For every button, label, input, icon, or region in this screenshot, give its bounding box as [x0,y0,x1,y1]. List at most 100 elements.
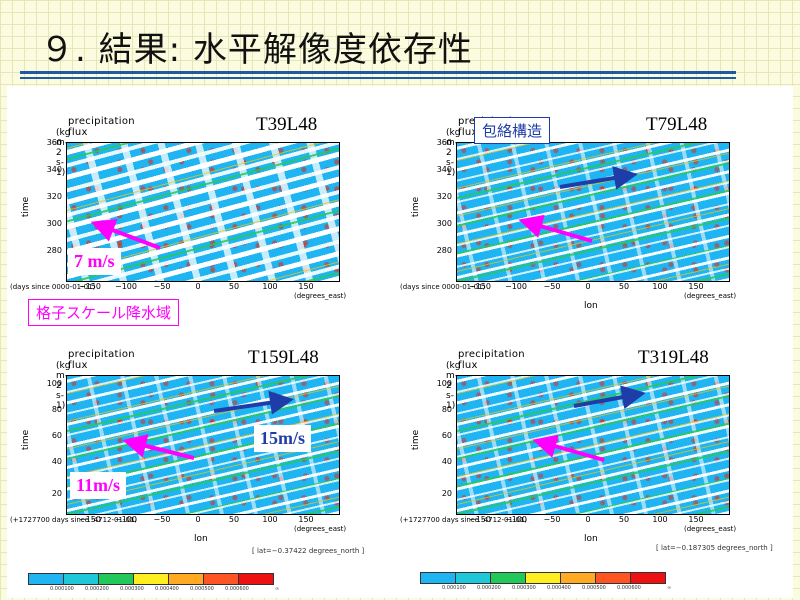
eastward-arrow [573,385,646,409]
x-tick: −50 [543,515,561,524]
colorbar-tick: 0.000600 [617,585,641,591]
time-origin-label: (+1727700 days since -4712-01-01) [10,516,138,524]
x-axis-label: lon [194,534,208,544]
y-tick: 40 [51,457,62,466]
x-tick: −150 [79,282,101,291]
y-tick: 340 [436,165,452,174]
envelope-structure-label: 包絡構造 [474,117,551,144]
colorbar-end-label: ∞ [667,585,672,591]
y-tick: 80 [51,405,62,414]
colorbar-tick: 0.000100 [50,586,74,592]
y-tick: 300 [46,219,62,228]
colorbar-right: 0.000100 0.000200 0.000300 0.000400 0.00… [420,572,671,591]
y-tick: 60 [51,431,62,440]
y-tick: 20 [441,489,452,498]
y-tick: 80 [441,405,452,414]
x-tick: 150 [298,515,314,524]
colorbar-segment: 0.000600 ∞ [225,573,279,592]
y-tick: 100 [436,379,452,388]
colorbar-tick: 0.000200 [85,586,109,592]
x-tick: −150 [469,282,491,291]
panel-title: precipitation flux [68,116,135,138]
time-origin-label: (days since 0000-01-01) [400,283,486,291]
colorbar-tick: 0.000500 [582,585,606,591]
x-tick: 100 [262,515,278,524]
propagation-arrows [532,385,646,462]
time-origin-label: (+1727700 days since -4712-01-01) [400,516,528,524]
y-tick: 60 [441,431,452,440]
colorbar-segment: 0.000100 [442,572,491,591]
x-tick: −150 [469,515,491,524]
x-tick: 100 [262,282,278,291]
x-axis-unit: (degrees_east) [684,525,737,533]
speed-label-11ms: 11m/s [70,472,127,499]
colorbar-segment: 0.000400 [155,573,204,592]
x-axis-unit: (degrees_east) [684,292,737,300]
x-tick: −100 [115,515,137,524]
grid-scale-precip-label: 格子スケール降水域 [28,299,180,326]
colorbar-segment [420,572,456,584]
precipitation-field [456,375,730,515]
y-tick: 360 [436,138,452,147]
x-tick: −50 [153,282,171,291]
y-tick: 320 [46,192,62,201]
x-tick: −50 [543,282,561,291]
colorbar-segment: 0.000300 [512,572,561,591]
x-tick: 100 [652,282,668,291]
colorbar-segment [28,573,64,585]
y-tick: 360 [46,138,62,147]
x-tick: 50 [618,515,630,524]
x-tick: 100 [652,515,668,524]
westward-arrow [532,434,605,462]
x-axis-label: lon [584,301,598,311]
x-axis-unit: (degrees_east) [294,525,347,533]
colorbar-segment: 0.000400 [547,572,596,591]
eastward-arrow [213,390,294,415]
x-tick: 0 [585,515,591,524]
y-tick: 340 [46,165,62,174]
westward-arrow [90,219,161,250]
resolution-label: T319L48 [638,347,709,368]
x-tick: 50 [618,282,630,291]
slide-title: ９. 結果: 水平解像度依存性 [40,30,473,70]
colorbar-end-label: ∞ [275,586,280,592]
panel-units: (kg m-2 s-1) [446,361,461,411]
x-tick: 150 [688,515,704,524]
speed-label-7ms: 7 m/s [68,248,121,275]
latitude-caption-left: [ lat=−0.37422 degrees_north ] [252,547,365,555]
propagation-arrows [122,390,294,460]
title-underline-bottom [20,77,736,79]
westward-arrow [518,214,593,243]
colorbar-segment: 0.000500 [582,572,631,591]
resolution-label: T79L48 [646,114,708,135]
x-tick: −100 [505,282,527,291]
speed-label-15ms: 15m/s [254,425,311,452]
colorbar-tick: 0.000200 [477,585,501,591]
x-tick: 0 [195,515,201,524]
colorbar-tick: 0.000500 [190,586,214,592]
colorbar-tick: 0.000300 [120,586,144,592]
x-axis-label: lon [584,534,598,544]
x-tick: 50 [228,282,240,291]
x-tick: −100 [505,515,527,524]
time-origin-label: (days since 0000-01-01) [10,283,96,291]
x-tick: 0 [585,282,591,291]
panel-units: (kg m-2 s-1) [56,128,71,178]
x-tick: 0 [195,282,201,291]
y-tick: 280 [46,246,62,255]
colorbar-tick: 0.000300 [512,585,536,591]
panel-units: (kg m-2 s-1) [446,128,461,178]
colorbar-segment: 0.000500 [190,573,239,592]
x-tick: 150 [298,282,314,291]
resolution-label: T159L48 [248,347,319,368]
propagation-arrows [90,219,161,250]
eastward-arrow [559,166,638,190]
panel-units: (kg m-2 s-1) [56,361,71,411]
title-underline-top [20,71,736,74]
colorbar-left: 0.000100 0.000200 0.000300 0.000400 0.00… [28,573,279,592]
panel-title: precipitation flux [458,349,525,371]
y-tick: 40 [441,457,452,466]
x-tick: −50 [153,515,171,524]
colorbar-tick: 0.000100 [442,585,466,591]
panel-title: precipitation flux [68,349,135,371]
